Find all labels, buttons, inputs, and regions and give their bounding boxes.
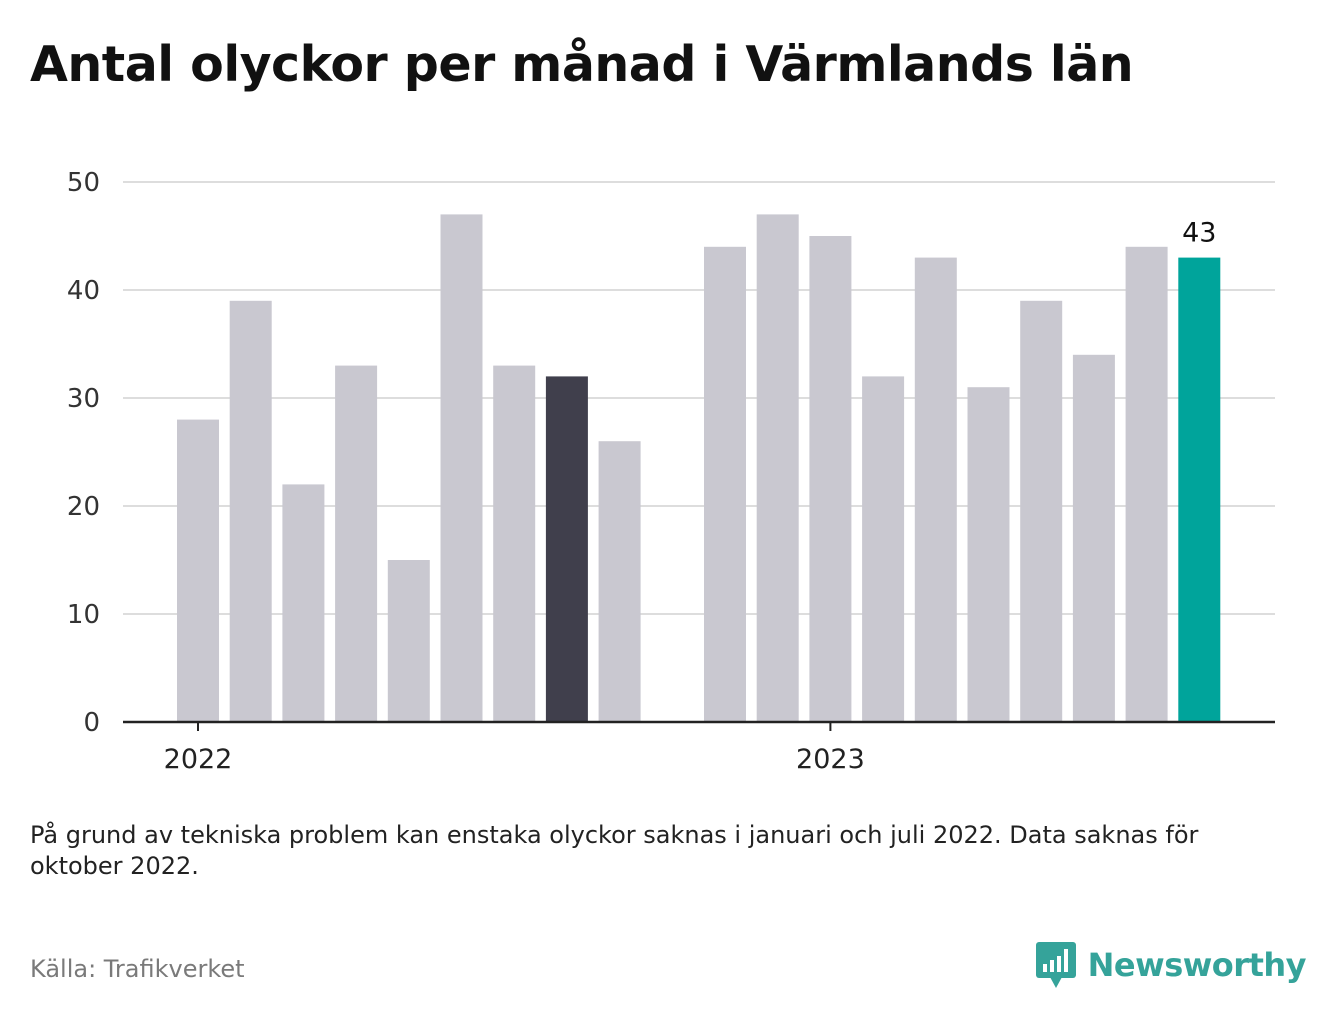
x-tick-label-2023: 2023	[796, 744, 865, 775]
bar-2023-07	[1125, 246, 1168, 723]
bar-2022-02	[229, 300, 272, 722]
bar-2022-05	[387, 560, 430, 722]
bar-2023-01	[809, 236, 852, 722]
y-tick-label: 50	[67, 168, 100, 198]
bar-chart: 0 10 20 30 40 50 43 2022 2023	[67, 168, 1275, 775]
chart-title: Antal olyckor per månad i Värmlands län	[30, 36, 1134, 93]
x-axis-ticks: 2022 2023	[164, 722, 865, 775]
y-tick-label: 10	[67, 600, 100, 630]
data-label-latest: 43	[1182, 218, 1216, 249]
bars	[177, 214, 1221, 723]
brand-name: Newsworthy	[1087, 946, 1307, 984]
y-tick-label: 0	[83, 708, 100, 738]
bar-2022-06	[440, 214, 483, 722]
x-tick-label-2022: 2022	[164, 744, 233, 775]
y-tick-label: 30	[67, 384, 100, 414]
y-axis-ticks: 0 10 20 30 40 50	[67, 168, 100, 738]
bar-2023-04	[967, 387, 1010, 722]
bar-2022-07	[493, 365, 536, 722]
chart-note: På grund av tekniska problem kan enstaka…	[30, 821, 1199, 880]
bar-2022-12	[756, 214, 799, 722]
bar-2023-02	[862, 376, 905, 722]
bar-2023-08	[1178, 257, 1221, 722]
bar-2023-05	[1020, 300, 1063, 722]
data-labels: 43	[1182, 218, 1216, 249]
bar-2022-09	[598, 441, 641, 722]
bar-2022-08	[545, 376, 588, 722]
source-label: Källa: Trafikverket	[30, 955, 245, 983]
y-tick-label: 20	[67, 492, 100, 522]
bar-2023-03	[914, 257, 957, 722]
bar-2022-01	[177, 419, 219, 722]
bar-2022-11	[704, 246, 746, 723]
newsworthy-logo-icon	[1035, 942, 1076, 988]
y-tick-label: 40	[67, 276, 100, 306]
bar-2022-04	[335, 365, 378, 722]
bar-2023-06	[1072, 354, 1115, 722]
brand-logo[interactable]: Newsworthy	[1035, 940, 1307, 990]
bar-2022-03	[282, 484, 325, 722]
